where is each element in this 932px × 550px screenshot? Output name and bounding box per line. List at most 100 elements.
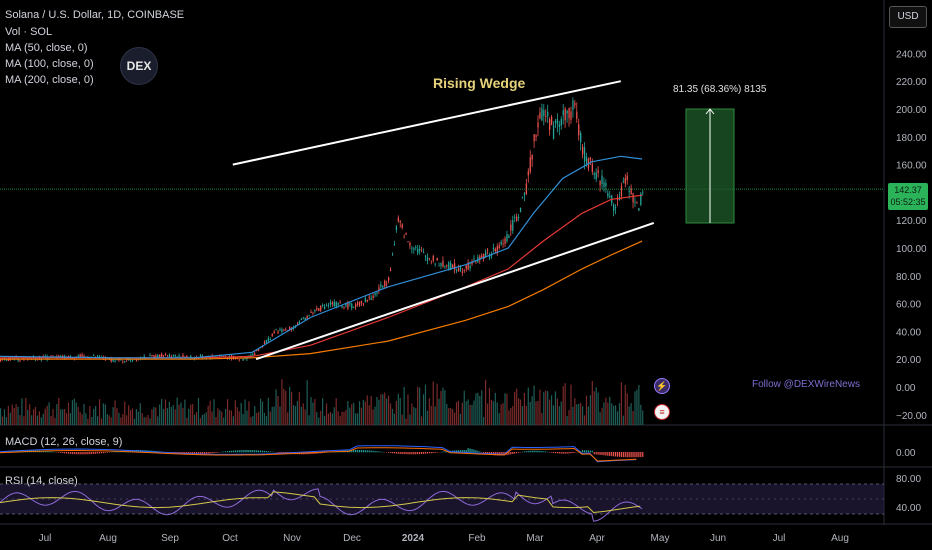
candle-body xyxy=(149,355,151,356)
macd-histogram-bar xyxy=(582,450,584,453)
candle-body xyxy=(168,354,171,358)
macd-histogram-bar xyxy=(238,450,240,453)
volume-bar xyxy=(316,412,318,425)
macd-histogram-bar xyxy=(432,452,434,453)
candle-body xyxy=(162,355,165,357)
lightning-icon[interactable]: ⚡ xyxy=(654,378,670,394)
volume-bar xyxy=(291,391,293,425)
volume-bar xyxy=(46,405,48,425)
candle-body xyxy=(438,265,440,267)
macd-histogram-bar xyxy=(391,452,394,454)
macd-histogram-bar xyxy=(467,448,469,453)
macd-histogram-bar xyxy=(550,452,553,453)
volume-bar xyxy=(287,412,289,425)
volume-bar xyxy=(310,397,312,425)
candle-body xyxy=(399,220,401,223)
volume-bar xyxy=(380,394,382,425)
candle-body xyxy=(432,255,434,261)
volume-bar xyxy=(259,398,262,425)
macd-histogram-bar xyxy=(539,450,541,453)
volume-bar xyxy=(640,404,642,425)
volume-bar xyxy=(174,409,176,425)
candle-body xyxy=(576,111,578,119)
candle-body xyxy=(176,356,178,358)
macd-histogram-bar xyxy=(380,451,382,453)
macd-histogram-bar xyxy=(409,452,411,455)
candle-body xyxy=(422,251,425,254)
macd-histogram-bar xyxy=(566,452,568,454)
volume-bar xyxy=(438,398,440,425)
volume-bar xyxy=(161,399,163,425)
macd-histogram-bar xyxy=(95,452,97,454)
volume-bar xyxy=(417,386,419,425)
volume-bar xyxy=(42,413,44,425)
volume-bar xyxy=(192,404,194,425)
candle-body xyxy=(318,308,320,312)
candle-body xyxy=(223,356,225,357)
macd-histogram-bar xyxy=(547,451,549,453)
macd-histogram-bar xyxy=(585,450,588,453)
candle-body xyxy=(36,359,39,361)
macd-histogram-bar xyxy=(607,452,609,456)
candle-body xyxy=(426,256,429,261)
candle-body xyxy=(603,182,605,188)
candle-body xyxy=(153,355,155,358)
macd-histogram-bar xyxy=(560,452,562,454)
candle-body xyxy=(27,357,29,360)
price-tick-label: 180.00 xyxy=(896,133,927,144)
macd-histogram-bar xyxy=(434,452,436,453)
candle-body xyxy=(199,355,202,357)
candle-body xyxy=(578,124,580,136)
candle-body xyxy=(1,358,4,359)
candle-body xyxy=(494,248,496,252)
macd-histogram-bar xyxy=(234,450,236,453)
macd-signal-line xyxy=(0,447,637,462)
macd-histogram-bar xyxy=(543,451,545,453)
volume-bar xyxy=(399,397,401,425)
macd-histogram-bar xyxy=(428,452,430,454)
wedge-upper-line xyxy=(232,80,622,166)
volume-bar xyxy=(506,393,508,425)
time-tick-label: Jul xyxy=(39,533,52,544)
macd-histogram-bar xyxy=(411,452,413,455)
macd-histogram-bar xyxy=(382,451,384,453)
candle-body xyxy=(564,108,566,121)
candle-body xyxy=(403,236,405,238)
volume-bar xyxy=(166,408,169,425)
volume-bar xyxy=(275,389,277,425)
candle-body xyxy=(535,135,537,137)
volume-bar xyxy=(593,391,595,425)
volume-bar xyxy=(345,409,347,425)
macd-histogram-bar xyxy=(44,450,46,453)
volume-bar xyxy=(337,411,339,425)
macd-histogram-bar xyxy=(486,452,489,455)
volume-bar xyxy=(494,392,496,425)
macd-histogram-bar xyxy=(355,450,357,453)
volume-bar xyxy=(157,416,159,425)
candle-body xyxy=(424,255,427,257)
volume-bar xyxy=(492,401,494,425)
macd-histogram-bar xyxy=(605,452,607,456)
volume-bar xyxy=(139,403,141,425)
volume-bar xyxy=(116,408,118,425)
volume-bar xyxy=(131,408,134,425)
volume-bar xyxy=(64,409,66,425)
volume-bar xyxy=(622,415,624,425)
candle-body xyxy=(397,217,399,222)
macd-histogram-bar xyxy=(589,450,591,453)
candle-body xyxy=(634,201,636,203)
us-flag-icon[interactable]: ≡ xyxy=(654,404,670,420)
macd-histogram-bar xyxy=(259,450,262,453)
volume-bar xyxy=(79,411,81,425)
volume-bar xyxy=(343,411,345,425)
candle-body xyxy=(469,265,471,269)
currency-button[interactable]: USD xyxy=(889,6,927,28)
volume-bar xyxy=(217,408,219,425)
time-tick-label: Mar xyxy=(526,533,544,544)
volume-bar xyxy=(440,390,442,425)
candle-body xyxy=(19,360,21,362)
volume-bar xyxy=(413,406,415,425)
volume-bar xyxy=(93,408,95,425)
macd-histogram-bar xyxy=(15,450,17,453)
